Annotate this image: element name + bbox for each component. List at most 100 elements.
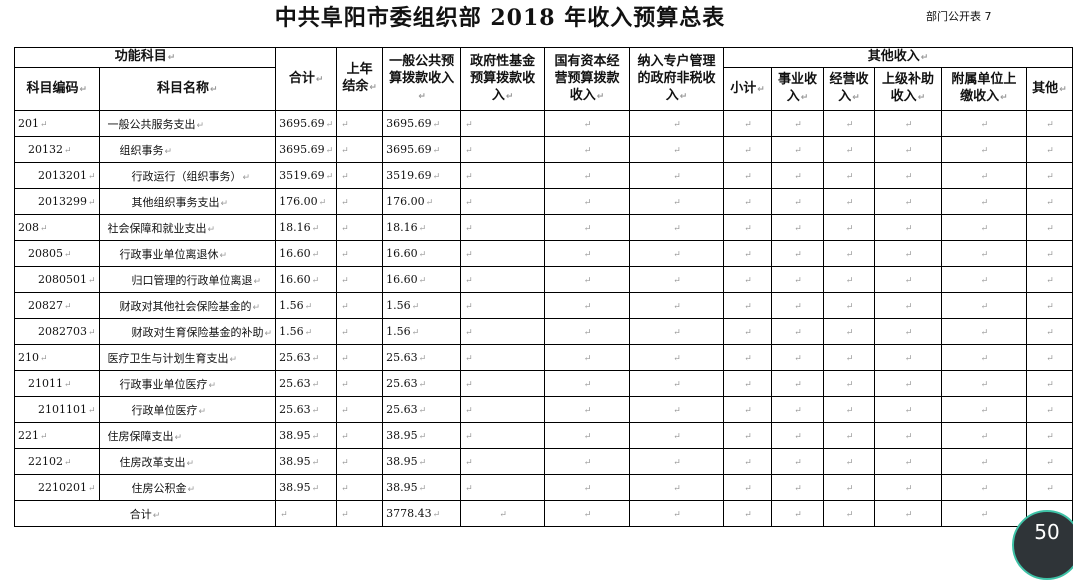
row-fund [460, 422, 546, 449]
table-cell [629, 292, 725, 319]
row-general: 1.56 [382, 292, 462, 319]
table-cell [822, 344, 875, 371]
row-code: 20827 [14, 292, 100, 319]
table-cell [1025, 162, 1073, 189]
header-row-1: 功能科目 合计 上年结余 一般公共预算拨款收入 政府性基金预算拨款收入 国有资本… [13, 47, 1073, 111]
table-cell [873, 422, 942, 449]
header-other-sub: 小计 [723, 67, 772, 111]
table-cell [822, 474, 875, 501]
row-carry [336, 474, 384, 501]
row-total: 16.60 [275, 266, 338, 293]
table-cell [1025, 136, 1073, 163]
row-general: 3695.69 [382, 110, 462, 137]
table-cell [629, 266, 725, 293]
row-name: 医疗卫生与计划生育支出 [98, 344, 277, 371]
table-row: 22102住房改革支出38.9538.95 [14, 448, 1073, 475]
table-cell [822, 318, 875, 345]
table-cell [822, 292, 875, 319]
row-code: 2013201 [14, 162, 100, 189]
table-cell [723, 214, 772, 241]
table-cell [873, 344, 942, 371]
table-cell [822, 188, 875, 215]
row-total: 38.95 [275, 474, 338, 501]
table-row: 2013201行政运行（组织事务）3519.693519.69 [14, 162, 1073, 189]
table-cell [940, 370, 1027, 397]
row-general: 38.95 [382, 422, 462, 449]
row-code: 2210201 [14, 474, 100, 501]
table-row: 2080501归口管理的行政单位离退16.6016.60 [14, 266, 1073, 293]
row-general: 3519.69 [382, 162, 462, 189]
header-code: 科目编码 [14, 67, 100, 111]
overlay-progress-badge[interactable]: 50 [1012, 510, 1073, 580]
row-carry [336, 318, 384, 345]
row-code: 210 [14, 344, 100, 371]
table-cell [629, 136, 725, 163]
table-cell [873, 370, 942, 397]
header-special: 纳入专户管理的政府非税收入 [629, 47, 725, 111]
table-cell [940, 292, 1027, 319]
row-fund [460, 318, 546, 345]
table-cell [873, 292, 942, 319]
header-other-sub: 附属单位上缴收入 [940, 67, 1027, 111]
row-name: 行政运行（组织事务） [98, 162, 277, 189]
table-cell [1025, 370, 1073, 397]
row-code: 201 [14, 110, 100, 137]
table-cell [940, 266, 1027, 293]
row-fund [460, 162, 546, 189]
row-code: 2013299 [14, 188, 100, 215]
row-total: 3695.69 [275, 136, 338, 163]
table-cell [771, 448, 824, 475]
table-cell [544, 474, 631, 501]
table-cell [822, 448, 875, 475]
table-cell [723, 448, 772, 475]
row-name: 住房改革支出 [98, 448, 277, 475]
table-cell [873, 110, 942, 137]
row-general: 176.00 [382, 188, 462, 215]
row-fund [460, 214, 546, 241]
table-cell [873, 474, 942, 501]
row-general: 38.95 [382, 448, 462, 475]
table-cell [873, 214, 942, 241]
table-row: 20132组织事务3695.693695.69 [14, 136, 1073, 163]
header-carry: 上年结余 [336, 47, 384, 111]
row-fund [460, 344, 546, 371]
row-code: 2101101 [14, 396, 100, 423]
table-cell [723, 266, 772, 293]
row-carry [336, 214, 384, 241]
table-cell [822, 370, 875, 397]
table-cell [723, 136, 772, 163]
row-name: 归口管理的行政单位离退 [98, 266, 277, 293]
header-general: 一般公共预算拨款收入 [382, 47, 462, 111]
table-cell [1025, 292, 1073, 319]
row-carry [336, 396, 384, 423]
table-cell [544, 370, 631, 397]
table-cell [1025, 266, 1073, 293]
table-row: 2082703财政对生育保险基金的补助1.561.56 [14, 318, 1073, 345]
table-cell [822, 162, 875, 189]
row-total: 25.63 [275, 370, 338, 397]
table-cell [940, 474, 1027, 501]
table-row: 20805行政事业单位离退休16.6016.60 [14, 240, 1073, 267]
row-carry [336, 370, 384, 397]
table-cell [1025, 344, 1073, 371]
table-cell [873, 162, 942, 189]
row-total: 25.63 [275, 396, 338, 423]
table-cell [771, 344, 824, 371]
table-cell [873, 188, 942, 215]
row-fund [460, 240, 546, 267]
row-fund [460, 370, 546, 397]
table-cell [771, 370, 824, 397]
row-general: 16.60 [382, 266, 462, 293]
table-cell [544, 162, 631, 189]
table-cell [940, 136, 1027, 163]
row-general: 25.63 [382, 370, 462, 397]
total-carry [336, 500, 384, 527]
header-other-sub: 事业收入 [771, 67, 824, 111]
table-cell [460, 500, 546, 527]
header-other-sub: 经营收入 [822, 67, 875, 111]
row-code: 22102 [14, 448, 100, 475]
table-cell [873, 266, 942, 293]
header-fund: 政府性基金预算拨款收入 [460, 47, 546, 111]
row-general: 25.63 [382, 344, 462, 371]
table-cell [723, 318, 772, 345]
